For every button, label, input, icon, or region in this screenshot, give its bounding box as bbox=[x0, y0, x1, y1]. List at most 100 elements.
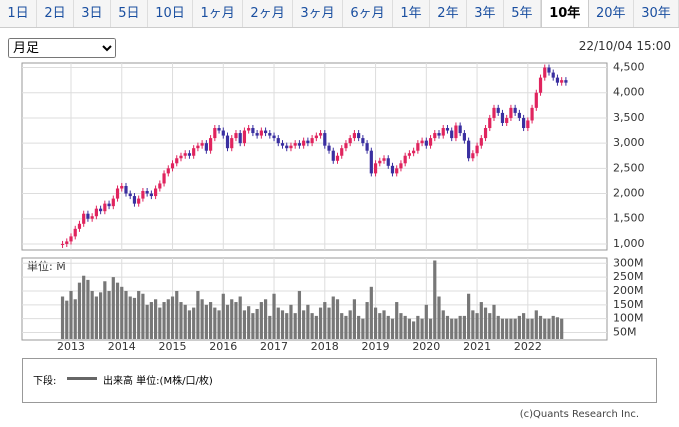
period-tab[interactable]: 3日 bbox=[73, 0, 111, 27]
candle-body bbox=[526, 120, 530, 129]
candle-body bbox=[225, 135, 230, 149]
period-tab[interactable]: 3ヶ月 bbox=[293, 0, 344, 27]
volume-bar bbox=[492, 304, 496, 339]
period-tab[interactable]: 10日 bbox=[147, 0, 194, 27]
candle-body bbox=[259, 130, 263, 136]
candle-body bbox=[158, 183, 162, 189]
volume-bar bbox=[412, 321, 416, 339]
volume-bar bbox=[352, 299, 357, 339]
candle-body bbox=[208, 138, 213, 151]
candle-body bbox=[251, 128, 255, 134]
volume-bar bbox=[538, 315, 543, 339]
y-tick-label: 300M bbox=[613, 256, 644, 269]
volume-bar bbox=[255, 308, 259, 339]
volume-bar bbox=[302, 310, 306, 339]
period-tab[interactable]: 5日 bbox=[110, 0, 148, 27]
candle-body bbox=[77, 223, 82, 229]
candle-body bbox=[348, 138, 352, 144]
volume-bar bbox=[137, 290, 141, 339]
volume-bar bbox=[424, 304, 428, 339]
period-tab[interactable]: 30年 bbox=[633, 0, 679, 27]
candle-body bbox=[183, 153, 187, 156]
period-tab[interactable]: 1年 bbox=[392, 0, 430, 27]
legend-line bbox=[67, 377, 97, 380]
y-tick-label: 50M bbox=[613, 326, 637, 339]
candle-body bbox=[268, 133, 272, 136]
candle-body bbox=[352, 133, 357, 139]
period-tab[interactable]: 2日 bbox=[36, 0, 74, 27]
chart: 単位: M 1,000 1,500 2,000 2,500 3,000 3,500 4,00… bbox=[21, 61, 645, 353]
candle-body bbox=[111, 198, 115, 207]
candle-body bbox=[204, 143, 208, 151]
timestamp: 22/10/04 15:00 bbox=[578, 39, 671, 53]
volume-bar bbox=[230, 299, 234, 339]
candle-body bbox=[200, 143, 204, 146]
period-tab[interactable]: 20年 bbox=[588, 0, 634, 27]
period-tab[interactable]: 2ヶ月 bbox=[243, 0, 294, 27]
volume-bar bbox=[60, 296, 65, 339]
volume-bar bbox=[99, 292, 103, 339]
volume-bar bbox=[555, 317, 560, 339]
candle-body bbox=[382, 158, 386, 161]
volume-bar bbox=[462, 315, 466, 339]
volume-bar bbox=[373, 307, 378, 339]
candle-body bbox=[399, 163, 403, 169]
candle-body bbox=[115, 188, 120, 199]
candle-body bbox=[479, 138, 483, 146]
candle-body bbox=[445, 128, 450, 131]
volume-bar bbox=[348, 310, 352, 339]
y-tick-label: 2,000 bbox=[613, 187, 645, 200]
y-tick-label: 1,500 bbox=[613, 212, 645, 225]
candle-body bbox=[132, 196, 137, 204]
period-tab[interactable]: 5年 bbox=[503, 0, 541, 27]
candle-body bbox=[471, 153, 475, 159]
x-tick-label: 2017 bbox=[260, 340, 288, 353]
y-tick-label: 2,500 bbox=[613, 161, 645, 174]
candle-body bbox=[124, 185, 128, 194]
candle-body bbox=[175, 158, 179, 164]
volume-bar bbox=[196, 290, 200, 339]
volume-bar bbox=[386, 315, 390, 339]
candle-body bbox=[154, 188, 158, 197]
candle-body bbox=[82, 213, 86, 224]
volume-bar bbox=[289, 304, 293, 339]
period-tab[interactable]: 3年 bbox=[466, 0, 504, 27]
candle-body bbox=[179, 155, 183, 159]
x-tick-label: 2013 bbox=[57, 340, 85, 353]
candle-body bbox=[247, 128, 251, 131]
volume-bar bbox=[357, 315, 361, 339]
candle-body bbox=[187, 153, 192, 156]
candle-body bbox=[242, 130, 247, 144]
period-tab[interactable]: 1日 bbox=[0, 0, 37, 27]
candle-body bbox=[492, 107, 496, 118]
x-tick-label: 2019 bbox=[362, 340, 390, 353]
volume-bar bbox=[382, 310, 386, 339]
x-tick-label: 2022 bbox=[514, 340, 542, 353]
candle-body bbox=[517, 112, 521, 118]
volume-bar bbox=[534, 310, 538, 339]
volume-bar bbox=[450, 318, 454, 339]
period-tab[interactable]: 6ヶ月 bbox=[343, 0, 393, 27]
volume-bar bbox=[365, 302, 369, 339]
volume-bar bbox=[509, 318, 513, 339]
period-tab[interactable]: 1ヶ月 bbox=[193, 0, 244, 27]
volume-bar bbox=[327, 307, 331, 339]
y-tick-label: 100M bbox=[613, 312, 644, 325]
volume-bar bbox=[488, 313, 492, 339]
candle-body bbox=[107, 203, 111, 207]
volume-bar bbox=[73, 299, 77, 339]
candle-body bbox=[538, 77, 543, 93]
volume-bar bbox=[547, 318, 551, 339]
candle-body bbox=[543, 67, 547, 78]
period-tab[interactable]: 10年 bbox=[540, 0, 589, 27]
candle-body bbox=[213, 128, 217, 139]
candle-body bbox=[293, 143, 297, 146]
volume-bar bbox=[124, 290, 128, 339]
volume-bar bbox=[65, 300, 69, 339]
y-tick-label: 200M bbox=[613, 284, 644, 297]
volume-bar bbox=[213, 307, 217, 339]
volume-bar bbox=[208, 302, 213, 339]
period-select[interactable]: 月足 bbox=[8, 38, 116, 58]
period-tab[interactable]: 2年 bbox=[429, 0, 467, 27]
volume-bar bbox=[428, 318, 433, 339]
